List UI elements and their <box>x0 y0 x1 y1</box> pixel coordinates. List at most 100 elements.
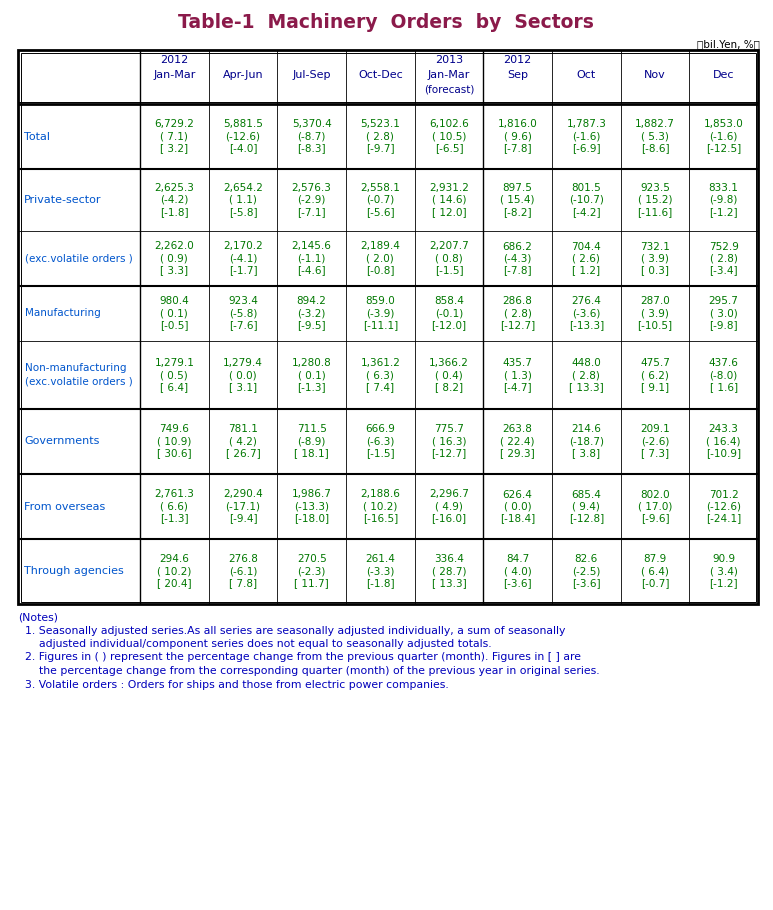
Text: ( 10.2): ( 10.2) <box>157 567 192 577</box>
Text: 1,280.8: 1,280.8 <box>291 358 332 368</box>
Text: [-6.5]: [-6.5] <box>434 144 463 154</box>
Text: ( 0.8): ( 0.8) <box>435 254 463 264</box>
Text: [ 9.1]: [ 9.1] <box>641 382 669 392</box>
Text: 923.5: 923.5 <box>640 183 670 193</box>
Text: the percentage change from the corresponding quarter (month) of the previous yea: the percentage change from the correspon… <box>18 666 600 676</box>
Text: ( 7.1): ( 7.1) <box>160 132 189 141</box>
Text: 336.4: 336.4 <box>434 554 464 564</box>
Text: (-2.6): (-2.6) <box>641 437 669 447</box>
Text: 214.6: 214.6 <box>571 424 601 434</box>
Text: 2,188.6: 2,188.6 <box>360 490 400 500</box>
Text: 781.1: 781.1 <box>228 424 258 434</box>
Text: [-6.9]: [-6.9] <box>572 144 601 154</box>
Text: [-3.4]: [-3.4] <box>710 266 738 276</box>
Text: [-1.2]: [-1.2] <box>710 579 738 589</box>
Text: 437.6: 437.6 <box>709 358 739 368</box>
Text: (-8.7): (-8.7) <box>298 132 326 141</box>
Text: (-17.1): (-17.1) <box>226 501 261 511</box>
Text: 276.8: 276.8 <box>228 554 258 564</box>
Text: [ 30.6]: [ 30.6] <box>157 449 192 459</box>
Text: 894.2: 894.2 <box>297 297 327 307</box>
Text: ( 17.0): ( 17.0) <box>638 501 673 511</box>
Text: 5,881.5: 5,881.5 <box>223 119 263 129</box>
Text: 626.4: 626.4 <box>502 490 533 500</box>
Text: (-3.2): (-3.2) <box>298 308 326 318</box>
Text: (-1.6): (-1.6) <box>572 132 601 141</box>
Text: [-3.6]: [-3.6] <box>503 579 532 589</box>
Text: 261.4: 261.4 <box>366 554 395 564</box>
Text: [-12.5]: [-12.5] <box>706 144 741 154</box>
Text: [ 3.8]: [ 3.8] <box>572 449 601 459</box>
Text: ( 0.4): ( 0.4) <box>435 370 463 380</box>
Text: 2. Figures in ( ) represent the percentage change from the previous quarter (mon: 2. Figures in ( ) represent the percenta… <box>18 652 581 662</box>
Text: (-12.6): (-12.6) <box>707 501 741 511</box>
Text: [-1.2]: [-1.2] <box>710 207 738 217</box>
Text: [ 8.2]: [ 8.2] <box>435 382 463 392</box>
Text: 2,558.1: 2,558.1 <box>360 183 400 193</box>
Text: [ 12.0]: [ 12.0] <box>431 207 466 217</box>
Text: (-1.6): (-1.6) <box>710 132 738 141</box>
Text: [-7.8]: [-7.8] <box>503 266 532 276</box>
Text: Governments: Governments <box>24 437 100 447</box>
Text: 2012: 2012 <box>503 55 532 65</box>
Text: (-3.3): (-3.3) <box>366 567 394 577</box>
Text: (-18.7): (-18.7) <box>569 437 604 447</box>
Text: ( 10.5): ( 10.5) <box>432 132 466 141</box>
Text: [-1.8]: [-1.8] <box>366 579 395 589</box>
Text: [-13.3]: [-13.3] <box>569 320 604 330</box>
Text: (-6.1): (-6.1) <box>229 567 257 577</box>
Text: Non-manufacturing
(exc.volatile orders ): Non-manufacturing (exc.volatile orders ) <box>25 363 133 387</box>
Text: ( 9.6): ( 9.6) <box>504 132 532 141</box>
Text: 448.0: 448.0 <box>571 358 601 368</box>
Text: [-12.8]: [-12.8] <box>569 513 604 523</box>
Text: 276.4: 276.4 <box>571 297 601 307</box>
Text: ( 9.4): ( 9.4) <box>572 501 601 511</box>
Text: 2,761.3: 2,761.3 <box>155 490 194 500</box>
Text: (-4.2): (-4.2) <box>160 195 189 205</box>
Text: ( 6.2): ( 6.2) <box>641 370 669 380</box>
Text: ( 16.3): ( 16.3) <box>432 437 466 447</box>
Text: (-10.7): (-10.7) <box>569 195 604 205</box>
Text: [-18.0]: [-18.0] <box>294 513 329 523</box>
Text: [ 3.2]: [ 3.2] <box>160 144 189 154</box>
Text: ( 6.4): ( 6.4) <box>641 567 669 577</box>
Text: [-16.5]: [-16.5] <box>363 513 398 523</box>
Text: 209.1: 209.1 <box>640 424 670 434</box>
Text: 82.6: 82.6 <box>574 554 598 564</box>
Text: [-4.0]: [-4.0] <box>229 144 257 154</box>
Text: [ 7.4]: [ 7.4] <box>366 382 394 392</box>
Text: ( 2.8): ( 2.8) <box>504 308 532 318</box>
Text: [-7.8]: [-7.8] <box>503 144 532 154</box>
Text: 3. Volatile orders : Orders for ships and those from electric power companies.: 3. Volatile orders : Orders for ships an… <box>18 680 449 690</box>
Text: Private-sector: Private-sector <box>24 195 101 205</box>
Text: 5,370.4: 5,370.4 <box>291 119 332 129</box>
Text: (-0.7): (-0.7) <box>366 195 394 205</box>
Text: adjusted individual/component series does not equal to seasonally adjusted total: adjusted individual/component series doe… <box>18 639 492 649</box>
Text: [-12.7]: [-12.7] <box>500 320 535 330</box>
Text: 749.6: 749.6 <box>159 424 189 434</box>
Text: Jul-Sep: Jul-Sep <box>292 70 331 80</box>
Text: 286.8: 286.8 <box>502 297 533 307</box>
Text: 923.4: 923.4 <box>228 297 258 307</box>
Text: (-2.9): (-2.9) <box>298 195 326 205</box>
Text: ( 2.0): ( 2.0) <box>366 254 394 264</box>
Text: [ 13.3]: [ 13.3] <box>569 382 604 392</box>
Text: [ 3.3]: [ 3.3] <box>160 266 189 276</box>
Text: [-4.6]: [-4.6] <box>298 266 326 276</box>
Text: [-1.8]: [-1.8] <box>160 207 189 217</box>
Text: 243.3: 243.3 <box>709 424 739 434</box>
Text: [-8.3]: [-8.3] <box>298 144 326 154</box>
Text: 2,296.7: 2,296.7 <box>429 490 469 500</box>
Text: [-9.6]: [-9.6] <box>641 513 669 523</box>
Text: 980.4: 980.4 <box>159 297 189 307</box>
Text: 1. Seasonally adjusted series.As all series are seasonally adjusted individually: 1. Seasonally adjusted series.As all ser… <box>18 625 565 635</box>
Text: [-7.6]: [-7.6] <box>229 320 257 330</box>
Text: 1,882.7: 1,882.7 <box>635 119 675 129</box>
Text: ( 2.8): ( 2.8) <box>572 370 601 380</box>
Text: （bil.Yen, %）: （bil.Yen, %） <box>697 39 760 49</box>
Text: ( 4.9): ( 4.9) <box>435 501 463 511</box>
Text: 1,361.2: 1,361.2 <box>360 358 400 368</box>
Text: 6,729.2: 6,729.2 <box>155 119 194 129</box>
Text: (forecast): (forecast) <box>424 85 474 95</box>
Text: 711.5: 711.5 <box>297 424 327 434</box>
